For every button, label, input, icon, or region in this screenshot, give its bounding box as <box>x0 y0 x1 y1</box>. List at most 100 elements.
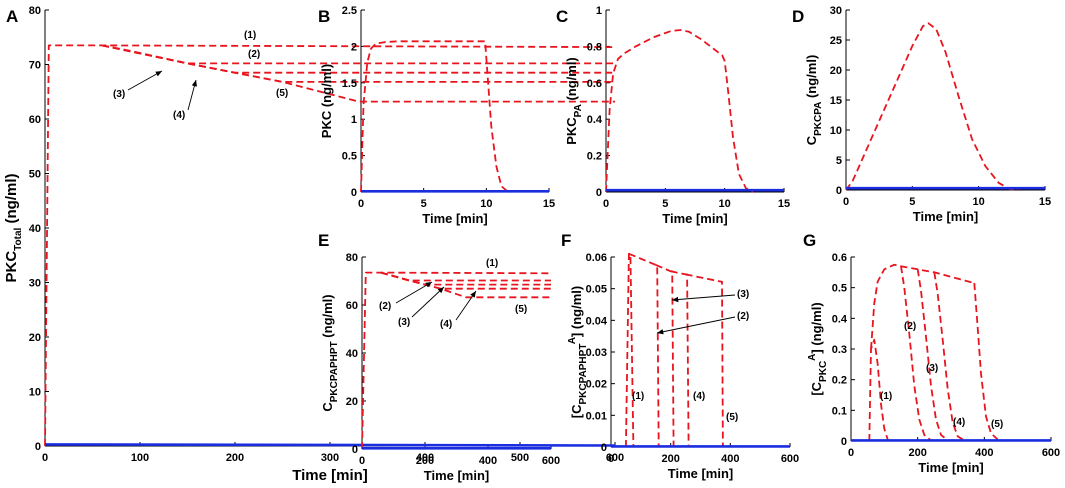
annotation-label: (3) <box>737 289 749 300</box>
y-tick-label: 1.5 <box>342 78 357 90</box>
annotation-label: (4) <box>173 110 185 121</box>
y-tick-label: 0.4 <box>587 114 603 126</box>
y-tick-label: 0 <box>351 187 357 199</box>
x-tick-label: 10 <box>973 196 985 208</box>
x-tick-label: 0 <box>843 196 849 208</box>
x-axis-label: Time [min] <box>424 468 490 483</box>
y-tick-label: 0 <box>601 442 607 454</box>
x-tick-label: 600 <box>606 452 624 464</box>
y-tick-label: 80 <box>346 252 358 264</box>
y-axis-label: PKCPA (ng/ml) <box>564 57 584 145</box>
y-tick-label: 0 <box>352 444 358 456</box>
y-tick-label: 60 <box>29 114 41 126</box>
annotation-label: (3) <box>398 317 410 328</box>
x-tick-label: 0 <box>42 452 48 464</box>
annotation-label: (5) <box>991 419 1003 430</box>
annotation-label: (4) <box>693 391 705 402</box>
annotation-arrow <box>395 281 433 304</box>
y-axis-label: PKC (ng/ml) <box>319 64 334 138</box>
panel-e <box>361 256 552 450</box>
x-axis-label: Time [min] <box>292 467 368 484</box>
y-axis-label: [CPKCA] (ng/ml) <box>807 302 829 395</box>
x-tick-label: 15 <box>1039 196 1051 208</box>
y-tick-label: 0 <box>836 185 842 197</box>
y-axis-label: [CPKCPAPHPTA] (ng/ml) <box>567 286 589 418</box>
y-tick-label: 0 <box>596 187 602 199</box>
x-tick-label: 5 <box>421 198 427 210</box>
y-tick-label: 30 <box>29 278 41 290</box>
y-tick-label: 0.2 <box>832 375 847 387</box>
x-tick-label: 200 <box>661 453 679 465</box>
annotation-label: (1) <box>486 258 498 269</box>
panel-letter: G <box>803 231 816 250</box>
annotation-label: (5) <box>515 304 527 315</box>
x-axis-label: Time [min] <box>662 211 728 226</box>
series-line-2 <box>900 266 932 442</box>
x-tick-label: 600 <box>781 453 799 465</box>
y-tick-label: 10 <box>29 387 41 399</box>
x-tick-label: 0 <box>359 455 365 467</box>
x-tick-label: 400 <box>416 452 434 464</box>
series-line-main <box>870 263 975 350</box>
series-line-1 <box>361 271 552 450</box>
panel-d <box>845 9 1046 191</box>
y-tick-label: 20 <box>29 332 41 344</box>
y-tick-label: 0.06 <box>586 252 607 264</box>
x-tick-label: 200 <box>226 452 244 464</box>
x-tick-label: 5 <box>662 198 668 210</box>
x-tick-label: 600 <box>1042 447 1060 459</box>
annotation-label: (5) <box>276 88 288 99</box>
y-tick-label: 5 <box>836 155 842 167</box>
x-tick-label: 10 <box>480 198 492 210</box>
y-tick-label: 0.4 <box>832 313 848 325</box>
y-tick-label: 0 <box>35 441 41 453</box>
x-tick-label: 200 <box>908 447 926 459</box>
series-line-CPKCPA <box>845 22 1019 191</box>
y-tick-label: 0.04 <box>586 315 608 327</box>
series-line-1 <box>44 44 616 447</box>
panel-letter: B <box>318 7 330 26</box>
y-tick-label: 20 <box>830 65 842 77</box>
y-tick-label: 1 <box>351 114 357 126</box>
series-line-3 <box>380 271 551 286</box>
annotation-label: (2) <box>248 49 260 60</box>
annotation-label: (2) <box>904 321 916 332</box>
y-tick-label: 0.5 <box>342 151 357 163</box>
annotation-label: (3) <box>113 89 125 100</box>
x-axis-label: Time [min] <box>422 211 488 226</box>
y-tick-label: 2 <box>351 41 357 53</box>
y-tick-label: 80 <box>29 5 41 17</box>
annotation-label: (2) <box>379 301 391 312</box>
panel-f <box>610 256 791 448</box>
x-tick-label: 0 <box>608 453 614 465</box>
y-axis-label: PKCTotal (ng/ml) <box>3 174 24 283</box>
annotation-label: (5) <box>726 412 738 423</box>
y-tick-label: 0.03 <box>586 347 607 359</box>
x-axis-label: Time [min] <box>918 460 984 475</box>
y-tick-label: 0.6 <box>832 252 847 264</box>
series-line-PKCPA <box>605 29 754 193</box>
series-line-3 <box>101 44 615 74</box>
x-tick-label: 0 <box>603 198 609 210</box>
x-tick-label: 10 <box>719 198 731 210</box>
annotation-arrow <box>187 79 197 111</box>
panel-letter: A <box>6 7 18 26</box>
y-tick-label: 70 <box>29 60 41 72</box>
series-line-5 <box>380 271 551 299</box>
x-tick-label: 100 <box>131 452 149 464</box>
panel-c <box>605 9 785 193</box>
panel-letter: C <box>556 7 568 26</box>
y-tick-label: 10 <box>830 125 842 137</box>
y-tick-label: 30 <box>830 5 842 17</box>
x-tick-label: 15 <box>543 198 555 210</box>
y-axis-label: CPKCPAPHPT (ng/ml) <box>320 294 340 411</box>
series-line-5 <box>685 273 724 448</box>
x-tick-label: 300 <box>321 452 339 464</box>
x-tick-label: 400 <box>721 453 739 465</box>
series-line-2 <box>628 252 660 448</box>
x-tick-label: 5 <box>909 196 915 208</box>
x-axis-label: Time [min] <box>668 466 734 481</box>
y-tick-label: 40 <box>346 348 358 360</box>
y-tick-label: 50 <box>29 169 41 181</box>
